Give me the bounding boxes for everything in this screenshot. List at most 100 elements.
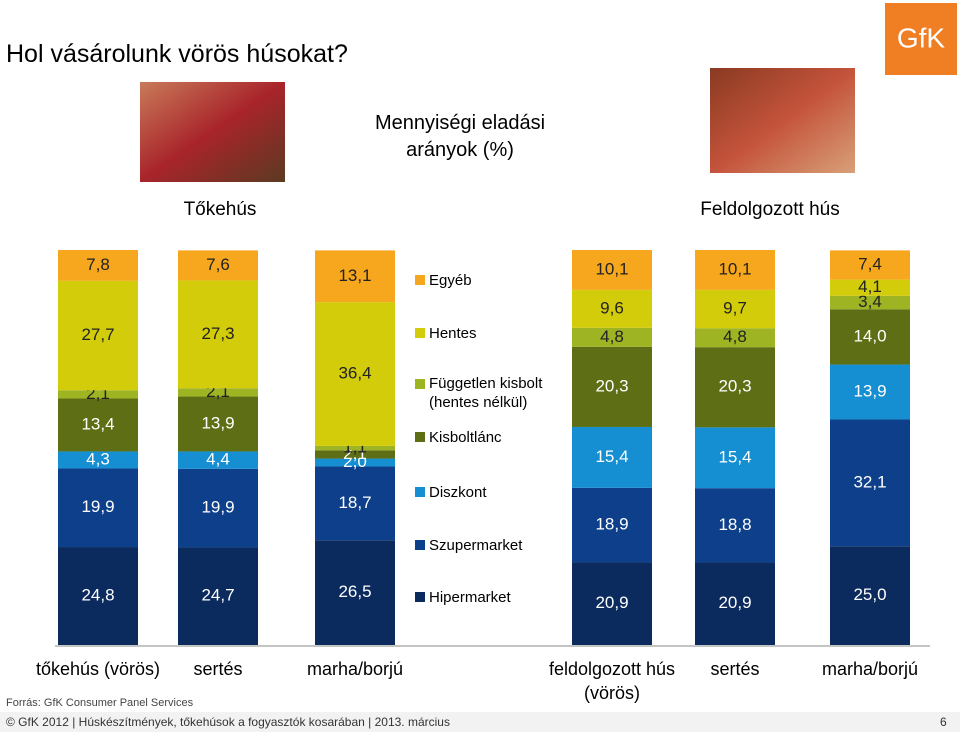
value-label: 19,9 bbox=[201, 498, 234, 517]
x-tick-label: sertés bbox=[710, 659, 760, 679]
value-label: 10,1 bbox=[595, 259, 628, 278]
bar-segment bbox=[315, 250, 395, 303]
value-label: 20,3 bbox=[595, 376, 628, 395]
legend-label: Kisboltlánc bbox=[429, 428, 502, 446]
value-label: 9,7 bbox=[723, 299, 747, 318]
value-label: 18,9 bbox=[595, 515, 628, 534]
bar-segment bbox=[58, 390, 138, 399]
value-label: 13,4 bbox=[81, 414, 114, 433]
x-tick-label: marha/borjú bbox=[821, 659, 919, 679]
value-label: 4,8 bbox=[723, 327, 747, 346]
value-label: 4,8 bbox=[600, 327, 624, 346]
bar-segment bbox=[695, 562, 775, 645]
value-label: 13,9 bbox=[201, 413, 234, 432]
bar-segment bbox=[572, 562, 652, 645]
bar-segment bbox=[315, 466, 395, 541]
value-label: 27,7 bbox=[81, 325, 114, 344]
bar-segment bbox=[572, 426, 652, 488]
bar-segment bbox=[830, 279, 910, 296]
bar-segment bbox=[830, 309, 910, 365]
value-label: 15,4 bbox=[718, 447, 751, 466]
bar-segment bbox=[695, 488, 775, 563]
x-tick-label: sertés bbox=[193, 659, 243, 679]
value-label: 20,3 bbox=[718, 377, 751, 396]
bar-segment bbox=[178, 468, 258, 548]
x-tick-label: feldolgozott hús (vörös) bbox=[548, 659, 676, 703]
bar-segment bbox=[178, 280, 258, 389]
legend-label: Diszkont bbox=[429, 483, 487, 501]
bar-segment bbox=[695, 289, 775, 329]
legend-swatch bbox=[415, 275, 425, 285]
bar-segment bbox=[315, 540, 395, 645]
bar-segment bbox=[58, 468, 138, 548]
value-label: 7,8 bbox=[86, 255, 110, 274]
value-label: 20,9 bbox=[718, 593, 751, 612]
value-label: 7,6 bbox=[206, 255, 230, 274]
value-label: 9,6 bbox=[600, 298, 624, 317]
footer-bar bbox=[0, 712, 960, 732]
value-label: 4,1 bbox=[858, 277, 882, 296]
bar-segment bbox=[695, 427, 775, 489]
bar-segment bbox=[178, 250, 258, 281]
value-label: 36,4 bbox=[338, 364, 371, 383]
value-label: 7,4 bbox=[858, 254, 882, 273]
value-label: 10,1 bbox=[718, 259, 751, 278]
legend-label: Független kisbolt (hentes nélkül) bbox=[429, 375, 543, 411]
value-label: 4,4 bbox=[206, 450, 230, 469]
bar-segment bbox=[572, 487, 652, 563]
source: Forrás: GfK Consumer Panel Services bbox=[6, 697, 194, 709]
value-label: 32,1 bbox=[853, 472, 886, 491]
title: Hol vásárolunk vörös húsokat? bbox=[6, 40, 348, 68]
legend-label: Szupermarket bbox=[429, 536, 523, 554]
bar-segment bbox=[572, 250, 652, 290]
value-label: 13,1 bbox=[338, 266, 371, 285]
value-label: 13,9 bbox=[853, 381, 886, 400]
value-label: 4,3 bbox=[86, 449, 110, 468]
bar-segment bbox=[830, 295, 910, 310]
bar-segment bbox=[58, 250, 138, 281]
legend-label: Hentes bbox=[429, 324, 477, 342]
logo-box bbox=[885, 3, 957, 75]
bar-segment bbox=[830, 419, 910, 547]
legend-label: Hipermarket bbox=[429, 588, 511, 606]
value-label: 27,3 bbox=[201, 324, 234, 343]
bar-segment bbox=[695, 328, 775, 348]
page-number: 6 bbox=[940, 715, 947, 729]
legend-swatch bbox=[415, 328, 425, 338]
value-label: 14,0 bbox=[853, 326, 886, 345]
bar-segment bbox=[695, 347, 775, 428]
legend-swatch bbox=[415, 592, 425, 602]
legend-swatch bbox=[415, 487, 425, 497]
legend-swatch bbox=[415, 379, 425, 389]
bar-segment bbox=[695, 250, 775, 290]
bar-segment bbox=[572, 327, 652, 347]
bar-segment bbox=[58, 280, 138, 391]
bar-segment bbox=[830, 546, 910, 645]
value-label: 26,5 bbox=[338, 582, 371, 601]
bar-segment bbox=[315, 458, 395, 467]
footer: © GfK 2012 | Húskészítmények, tőkehúsok … bbox=[6, 715, 450, 729]
group-label: Tőkehús bbox=[183, 199, 257, 220]
bar-segment bbox=[178, 388, 258, 397]
bar-segment bbox=[572, 346, 652, 427]
value-label: 25,0 bbox=[853, 585, 886, 604]
bar-segment bbox=[58, 398, 138, 452]
bar-segment bbox=[315, 450, 395, 459]
value-label: 18,7 bbox=[338, 493, 371, 512]
logo: GfK bbox=[897, 22, 946, 53]
subtitle: Mennyiségi eladási arányok (%) bbox=[374, 112, 546, 161]
value-label: 24,8 bbox=[81, 586, 114, 605]
group-label: Feldolgozott hús bbox=[700, 199, 840, 220]
value-label: 18,8 bbox=[718, 515, 751, 534]
x-tick-label: marha/borjú bbox=[306, 659, 404, 679]
bar-segment bbox=[315, 445, 395, 451]
bar-segment bbox=[830, 364, 910, 420]
photo-raw-meat bbox=[140, 82, 285, 182]
bar-segment bbox=[315, 302, 395, 446]
value-label: 19,9 bbox=[81, 497, 114, 516]
legend-label: Egyéb bbox=[429, 271, 472, 289]
bar-segment bbox=[572, 289, 652, 328]
legend-swatch bbox=[415, 540, 425, 550]
